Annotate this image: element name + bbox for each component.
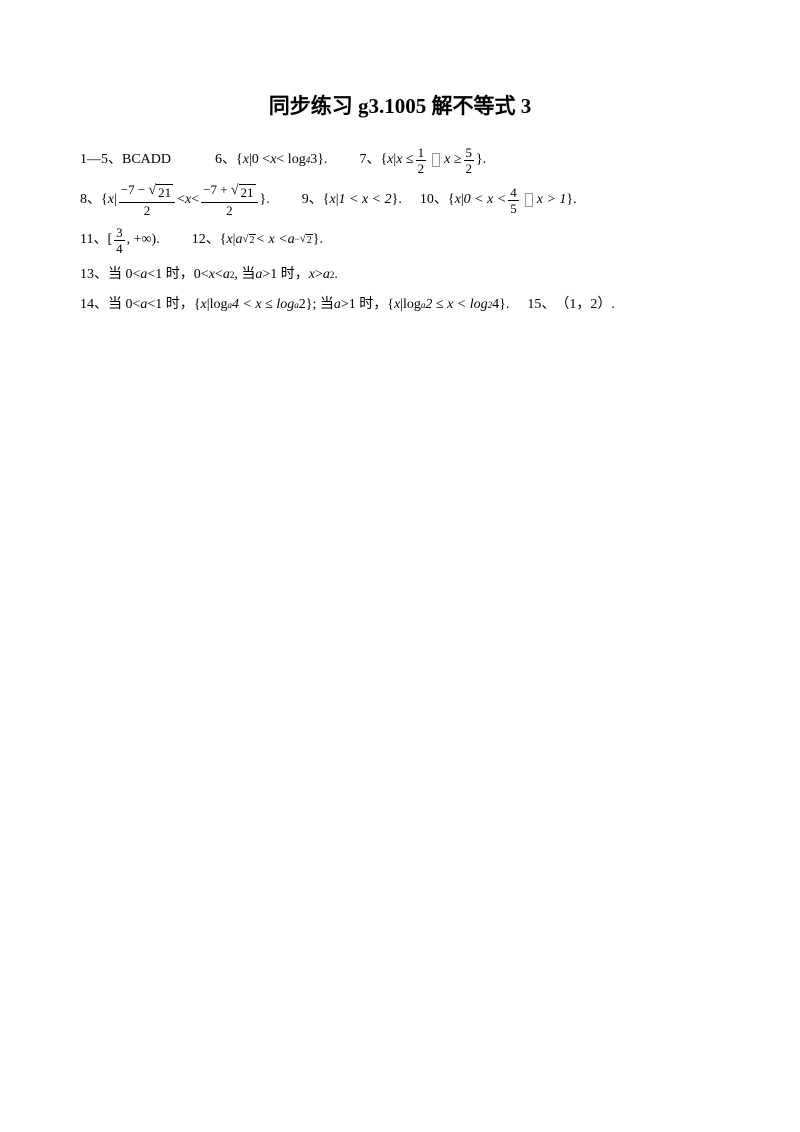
answer-7: 7、 {x | x ≤ 12 x ≥ 52 }. bbox=[359, 145, 486, 176]
or-placeholder-icon bbox=[432, 153, 440, 167]
answer-10: 10、 {x | 0 < x < 45 x > 1 }. bbox=[420, 185, 577, 216]
answer-8: 8、 {x | −7 − √21 2 < x < −7 + √21 2 }. bbox=[80, 182, 270, 218]
or-placeholder-icon bbox=[525, 193, 533, 207]
answer-line-2: 8、 {x | −7 − √21 2 < x < −7 + √21 2 }. 9… bbox=[80, 180, 720, 220]
answer-12: 12、 {x | a√2 < x < a−√2 }. bbox=[192, 229, 323, 251]
answer-15: 15、（1，2）. bbox=[527, 294, 615, 316]
answer-line-4: 13、 当 0<a<1 时，0<x<a2 , 当 a>1 时，x>a2 . bbox=[80, 260, 720, 290]
answer-line-1: 1—5、BCADD 6、 {x | 0 < x < log4 3 }. 7、 {… bbox=[80, 140, 720, 180]
page-title: 同步练习 g3.1005 解不等式 3 bbox=[80, 90, 720, 120]
answer-14: 14、 当 0<a<1 时， {x | loga 4 < x ≤ loga 2 … bbox=[80, 294, 509, 316]
answer-6: 6、 {x | 0 < x < log4 3 }. bbox=[215, 149, 327, 171]
answer-9: 9、 {x | 1 < x < 2 }. bbox=[302, 189, 402, 211]
answer-13: 13、 当 0<a<1 时，0<x<a2 , 当 a>1 时，x>a2 . bbox=[80, 264, 338, 286]
answer-line-3: 11、 [ 34 , +∞). 12、 {x | a√2 < x < a−√2 … bbox=[80, 220, 720, 260]
answer-1-5: 1—5、BCADD bbox=[80, 149, 171, 171]
answer-line-5: 14、 当 0<a<1 时， {x | loga 4 < x ≤ loga 2 … bbox=[80, 290, 720, 320]
answer-11: 11、 [ 34 , +∞). bbox=[80, 225, 160, 256]
document-page: 同步练习 g3.1005 解不等式 3 1—5、BCADD 6、 {x | 0 … bbox=[0, 0, 800, 320]
